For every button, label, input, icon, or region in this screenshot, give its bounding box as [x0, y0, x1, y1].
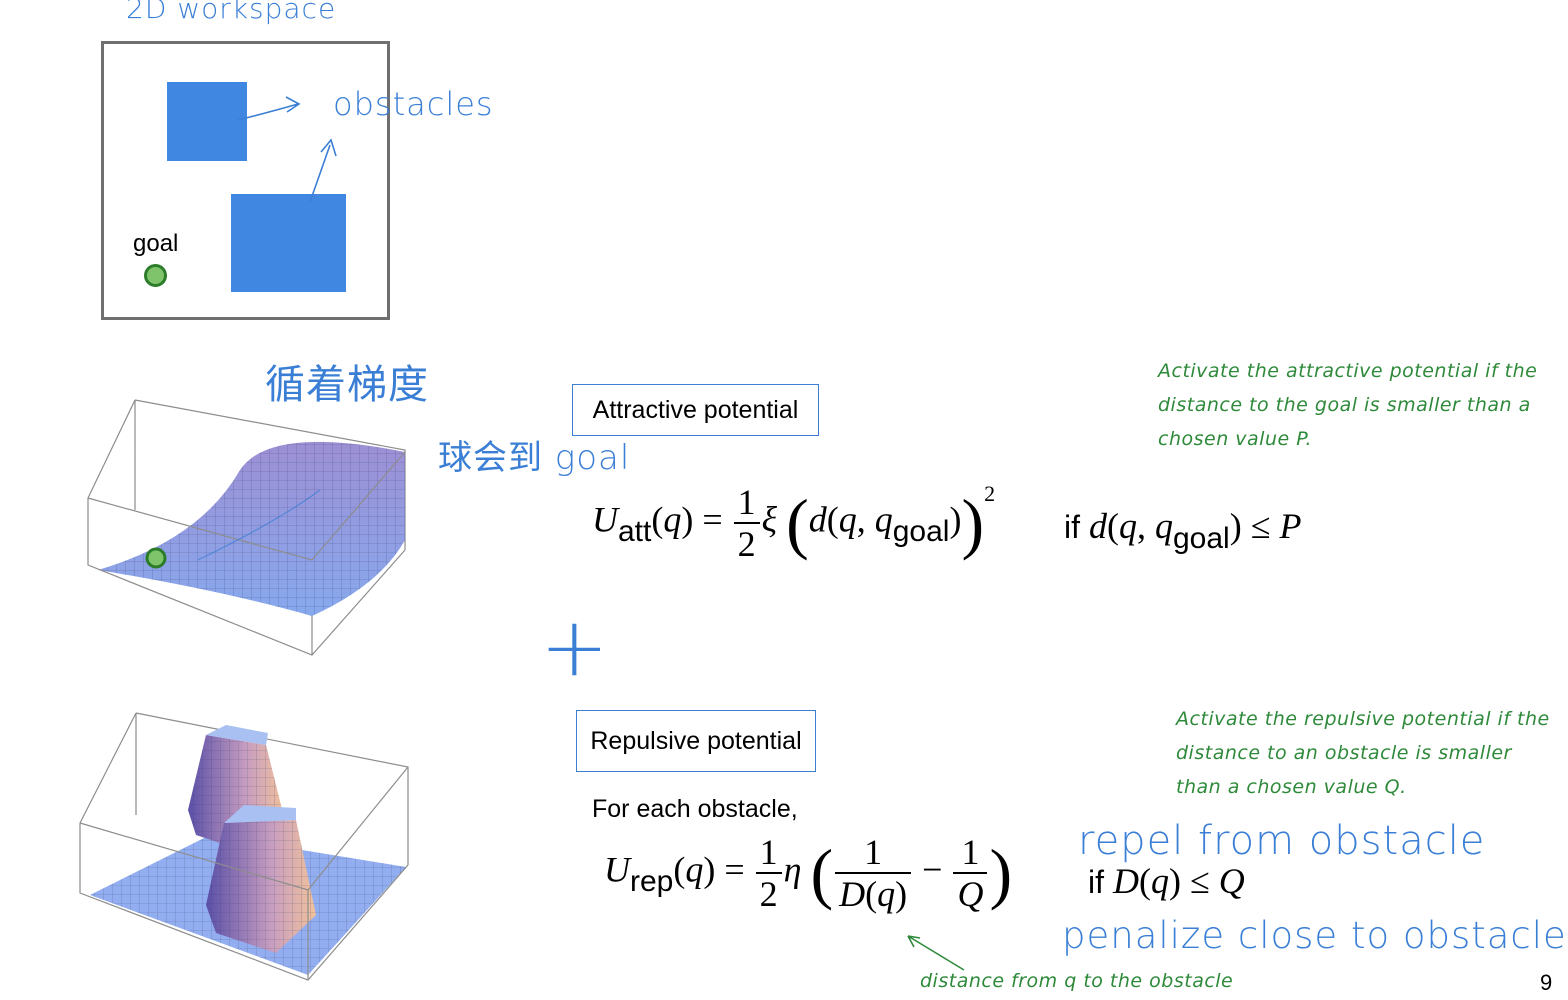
attractive-note: Activate the attractive potential if the… — [1158, 360, 1538, 450]
goal-label: goal — [133, 230, 179, 257]
attractive-exponent: 2 — [984, 481, 996, 507]
page-number: 9 — [1540, 970, 1553, 995]
attractive-half-numerator: 1 — [737, 482, 756, 522]
workspace-frame — [101, 41, 390, 320]
obstacle-arrows — [237, 96, 337, 203]
obstacles-label: obstacles — [333, 85, 494, 123]
attractive-if: if — [1064, 509, 1080, 545]
goal-marker — [144, 264, 167, 287]
penalize-note: penalize close to obstacle — [1062, 914, 1567, 957]
obstacle-large — [231, 194, 346, 292]
attractive-surface-plot — [87, 399, 406, 656]
attractive-half-denominator: 2 — [733, 522, 760, 564]
ball-marker — [145, 547, 167, 569]
repulsive-potential-label: Repulsive potential — [576, 710, 816, 772]
attractive-condition: if d(q, qgoal) ≤ P — [1064, 506, 1302, 555]
attractive-potential-label: Attractive potential — [572, 384, 819, 436]
repulsive-note: Activate the repulsive potential if the … — [1176, 708, 1550, 798]
repulsive-half-numerator: 1 — [759, 832, 778, 872]
distance-note: distance from q to the obstacle — [920, 970, 1234, 992]
ball-reach-goal-note: 球会到 goal — [438, 438, 631, 478]
obstacle-small — [167, 82, 247, 161]
follow-gradient-note: 循着梯度 — [265, 362, 429, 408]
repulsive-half-denominator: 2 — [755, 872, 782, 914]
distance-arrow — [907, 935, 965, 971]
repulsive-surface-plot — [79, 712, 409, 981]
repulsive-condition: if D(q) ≤ Q — [1088, 861, 1245, 901]
for-each-obstacle: For each obstacle, — [592, 795, 798, 823]
repel-note: repel from obstacle — [1078, 818, 1486, 864]
repulsive-if: if — [1088, 864, 1104, 900]
workspace-title: 2D workspace — [126, 0, 337, 25]
plus-sign: + — [540, 600, 610, 695]
